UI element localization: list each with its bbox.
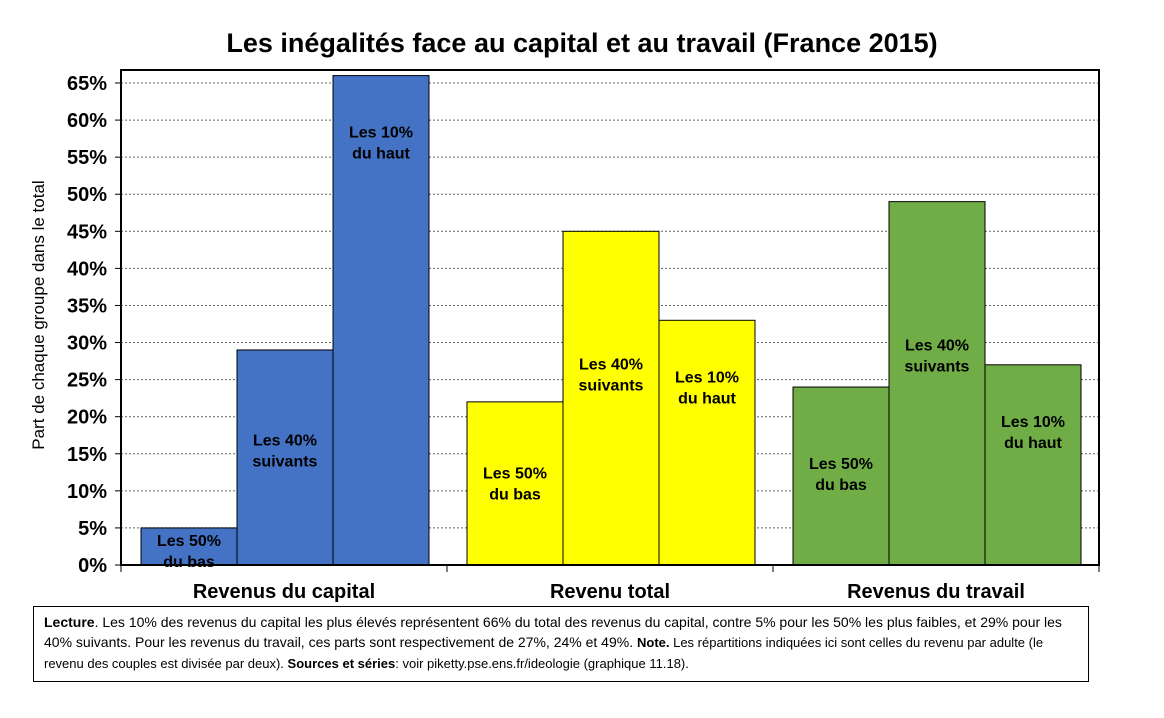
y-tick-label: 55%: [67, 147, 107, 169]
bar-label: Les 10%: [1001, 414, 1065, 431]
y-tick-label: 65%: [67, 73, 107, 95]
y-tick-label: 30%: [67, 333, 107, 355]
bar: [236, 349, 334, 566]
y-tick-label: 40%: [67, 258, 107, 280]
sources-label: Sources et séries: [287, 656, 396, 671]
bar-label: Les 10%: [675, 369, 739, 386]
bar-label: du bas: [815, 477, 867, 494]
y-tick-label: 25%: [67, 370, 107, 392]
y-tick-label: 15%: [67, 444, 107, 466]
y-tick-label: 45%: [67, 221, 107, 243]
bar-label: du haut: [352, 146, 410, 163]
bar-label: Les 40%: [253, 432, 317, 449]
category-label: Revenu total: [550, 581, 670, 603]
y-tick-label: 35%: [67, 295, 107, 317]
bar-label: Les 50%: [809, 456, 873, 473]
y-tick-label: 50%: [67, 184, 107, 206]
category-label: Revenus du travail: [847, 581, 1025, 603]
bar-label: Les 40%: [905, 337, 969, 354]
bar-label: suivants: [253, 453, 318, 470]
category-label: Revenus du capital: [193, 581, 375, 603]
y-axis-label: Part de chaque groupe dans le total: [29, 180, 48, 449]
note-label: Note.: [636, 635, 670, 650]
y-tick-label: 60%: [67, 110, 107, 132]
bar: [984, 364, 1082, 566]
lecture-label: Lecture: [44, 614, 95, 630]
chart-title: Les inégalités face au capital et au tra…: [226, 28, 938, 58]
note-box: Lecture. Les 10% des revenus du capital …: [33, 606, 1089, 682]
bars: Les 50% du bas Les 40% suivants Les 10% du ha…: [140, 75, 1082, 571]
bar-label: Les 50%: [483, 466, 547, 483]
y-tick-label: 20%: [67, 407, 107, 429]
bar-label: du bas: [163, 554, 215, 571]
bar: [888, 201, 986, 566]
sources-text: : voir piketty.pse.ens.fr/ideologie (gra…: [395, 656, 689, 671]
bar-label: Les 10%: [349, 125, 413, 142]
bar: [140, 527, 238, 566]
y-tick-label: 5%: [78, 518, 107, 540]
axes: 0% 5% 10% 15% 20% 25% 30% 35% 40% 45% 50% 55% 60% 65%…: [67, 69, 1100, 603]
bar-chart: Les 50% du bas Les 40% suivants Les 10% du ha…: [29, 69, 1100, 603]
y-tick-label: 0%: [78, 555, 107, 577]
plot-frame: [120, 69, 1100, 566]
bar: [332, 75, 430, 566]
lecture-text: . Les 10% des revenus du capital les plu…: [44, 614, 1062, 650]
y-tick-label: 10%: [67, 481, 107, 503]
bar: [466, 401, 564, 566]
bar-label: suivants: [579, 377, 644, 394]
bar-label: du haut: [678, 390, 736, 407]
bar: [562, 230, 660, 566]
bar: [658, 319, 756, 566]
bar-label: Les 50%: [157, 533, 221, 550]
bar-label: suivants: [905, 358, 970, 375]
bar-label: du haut: [1004, 435, 1062, 452]
bar-label: Les 40%: [579, 356, 643, 373]
bar-label: du bas: [489, 487, 541, 504]
bar: [792, 386, 890, 566]
note-text: Les répartitions indiquées ici sont cell…: [44, 635, 1044, 671]
